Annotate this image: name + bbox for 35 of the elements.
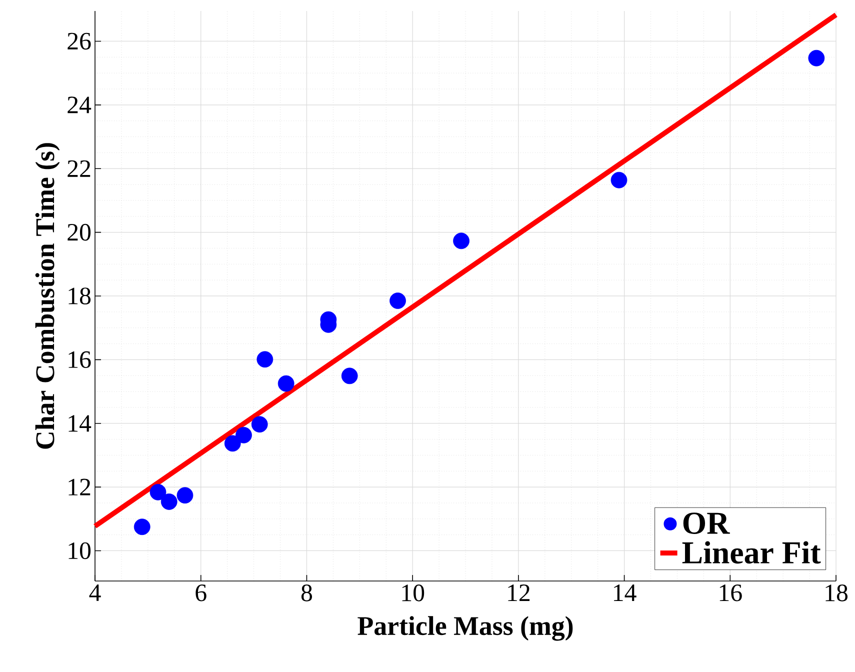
y-tick-label: 10 bbox=[68, 542, 91, 560]
y-tick-label: 26 bbox=[68, 32, 91, 50]
point bbox=[236, 426, 252, 444]
x-tick-label: 8 bbox=[301, 584, 312, 602]
y-tick-label: 20 bbox=[68, 224, 91, 241]
y-tick-label: 14 bbox=[68, 415, 92, 432]
point bbox=[453, 232, 470, 250]
point bbox=[278, 375, 294, 392]
point bbox=[341, 368, 358, 384]
y-tick-label: 18 bbox=[68, 288, 91, 304]
x-tick-label: 14 bbox=[614, 584, 636, 601]
point bbox=[160, 493, 178, 510]
legend-label: Linear Fit bbox=[682, 541, 821, 564]
y-tick-label: 24 bbox=[68, 96, 92, 114]
y-axis-title: Char Combustion Time (s) bbox=[35, 143, 60, 449]
point bbox=[251, 416, 268, 433]
point bbox=[390, 292, 406, 309]
point bbox=[808, 50, 825, 66]
point bbox=[150, 484, 166, 500]
point bbox=[224, 435, 241, 452]
x-axis-title: Particle Mass (mg) bbox=[358, 616, 573, 641]
y-tick-label: 16 bbox=[68, 351, 91, 368]
point bbox=[256, 351, 274, 368]
point bbox=[134, 518, 150, 536]
x-tick-label: 18 bbox=[826, 584, 848, 602]
x-tick-label: 4 bbox=[89, 584, 101, 601]
y-tick-label: 12 bbox=[68, 478, 90, 496]
x-tick-label: 10 bbox=[402, 584, 424, 602]
legend-label: OR bbox=[683, 512, 730, 534]
x-tick-label: 16 bbox=[720, 584, 742, 602]
x-tick-label: 6 bbox=[196, 584, 206, 602]
point bbox=[610, 172, 628, 188]
y-tick-label: 22 bbox=[68, 160, 90, 177]
point bbox=[176, 487, 194, 504]
x-tick-label: 12 bbox=[508, 584, 530, 601]
